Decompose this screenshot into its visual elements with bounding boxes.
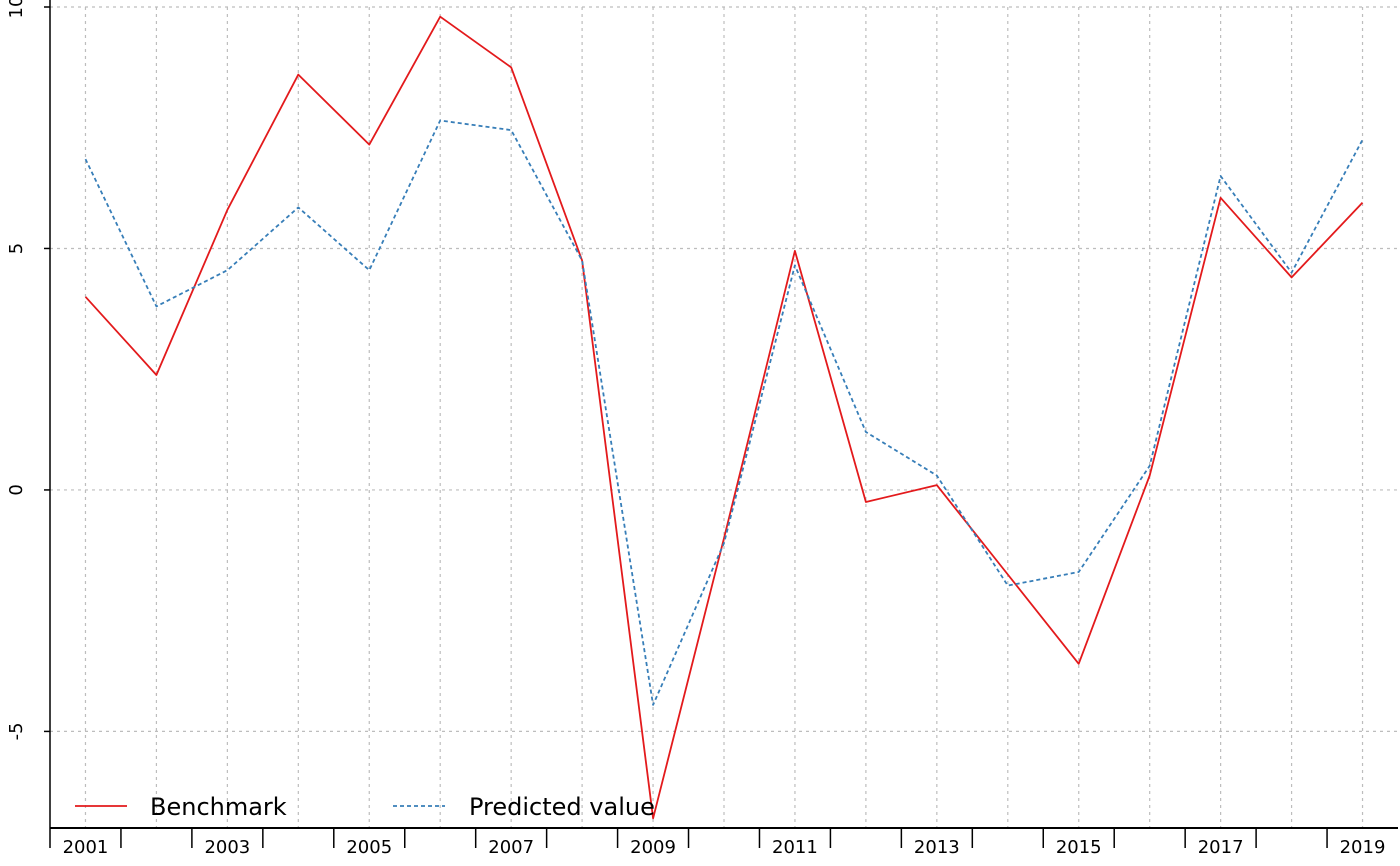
x-tick-label: 2009 [630, 837, 676, 858]
series-lines [84, 15, 1364, 820]
x-tick-label: 2001 [63, 837, 109, 858]
axes: -5 0 5 10 2001 2003 2005 2007 2009 2011 2013 2015 20… [6, 0, 1398, 858]
series-line-predicted-value [84, 119, 1364, 706]
y-tick-label: 10 [6, 0, 27, 18]
y-tick-label: 0 [6, 484, 27, 495]
legend: Benchmark Predicted value [75, 793, 655, 821]
x-tick-label: 2019 [1340, 837, 1386, 858]
x-tick-label: 2017 [1198, 837, 1244, 858]
legend-label: Predicted value [469, 793, 655, 821]
x-tick-label: 2015 [1056, 837, 1102, 858]
x-tick-label: 2007 [488, 837, 534, 858]
y-tick-label: -5 [6, 722, 27, 740]
x-tick-label: 2005 [346, 837, 392, 858]
y-tick-label: 5 [6, 243, 27, 254]
x-tick-label: 2003 [204, 837, 250, 858]
grid [50, 6, 1398, 828]
series-line-benchmark [84, 15, 1364, 820]
x-tick-label: 2013 [914, 837, 960, 858]
legend-label: Benchmark [150, 793, 287, 821]
x-tick-label: 2011 [772, 837, 818, 858]
